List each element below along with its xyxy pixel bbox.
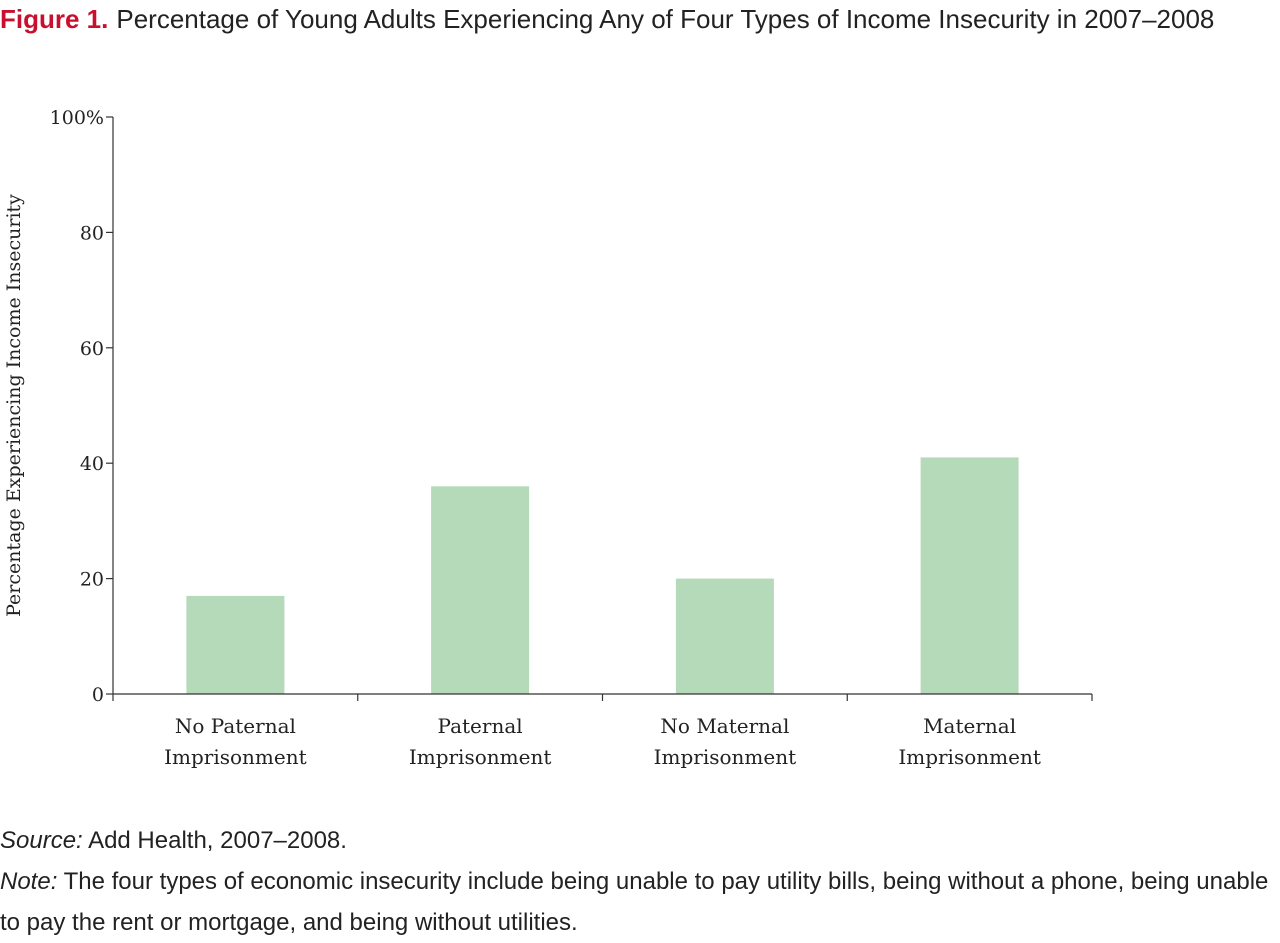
source-line: Source: Add Health, 2007–2008. bbox=[0, 820, 1280, 861]
bar bbox=[920, 457, 1019, 694]
note-text: The four types of economic insecurity in… bbox=[0, 868, 1269, 936]
figure-title-text: Percentage of Young Adults Experiencing … bbox=[116, 4, 1215, 34]
source-text: Add Health, 2007–2008. bbox=[88, 827, 347, 854]
x-tick-label: Imprisonment bbox=[409, 745, 552, 769]
y-tick-label: 80 bbox=[80, 222, 104, 244]
bars-group bbox=[186, 457, 1019, 694]
x-tick-label: Paternal bbox=[438, 714, 523, 738]
x-tick-label: No Maternal bbox=[660, 714, 789, 738]
x-tick-label: Maternal bbox=[923, 714, 1016, 738]
x-tick-label: No Paternal bbox=[175, 714, 296, 738]
y-axis-title-group: Percentage Experiencing Income Insecurit… bbox=[3, 194, 25, 617]
y-tick-label: 20 bbox=[80, 569, 104, 591]
x-tick-label: Imprisonment bbox=[654, 745, 797, 769]
y-tick-label: 0 bbox=[92, 684, 104, 706]
bar bbox=[431, 486, 530, 694]
figure-label: Figure 1. bbox=[0, 4, 109, 34]
y-tick-label: 60 bbox=[80, 338, 104, 360]
x-tick-label: Imprisonment bbox=[898, 745, 1041, 769]
note-line: Note: The four types of economic insecur… bbox=[0, 861, 1280, 943]
bar bbox=[675, 578, 774, 694]
y-tick-label: 100% bbox=[50, 107, 104, 129]
x-tick-label: Imprisonment bbox=[164, 745, 307, 769]
y-axis-title: Percentage Experiencing Income Insecurit… bbox=[3, 194, 25, 617]
bar-chart: Percentage Experiencing Income Insecurit… bbox=[3, 107, 1093, 769]
bar bbox=[186, 595, 285, 694]
y-tick-label: 40 bbox=[80, 453, 104, 475]
axes-group bbox=[112, 117, 1093, 701]
note-label: Note: bbox=[0, 868, 58, 895]
source-label: Source: bbox=[0, 827, 83, 854]
figure-footer: Source: Add Health, 2007–2008. Note: The… bbox=[0, 820, 1280, 943]
x-labels-group: No Paternal Imprisonment Paternal Imprisonm… bbox=[164, 714, 1041, 769]
figure-title: Figure 1. Percentage of Young Adults Expe… bbox=[0, 0, 1240, 38]
y-ticks-group: 0 20 40 60 80 100% bbox=[50, 107, 113, 706]
